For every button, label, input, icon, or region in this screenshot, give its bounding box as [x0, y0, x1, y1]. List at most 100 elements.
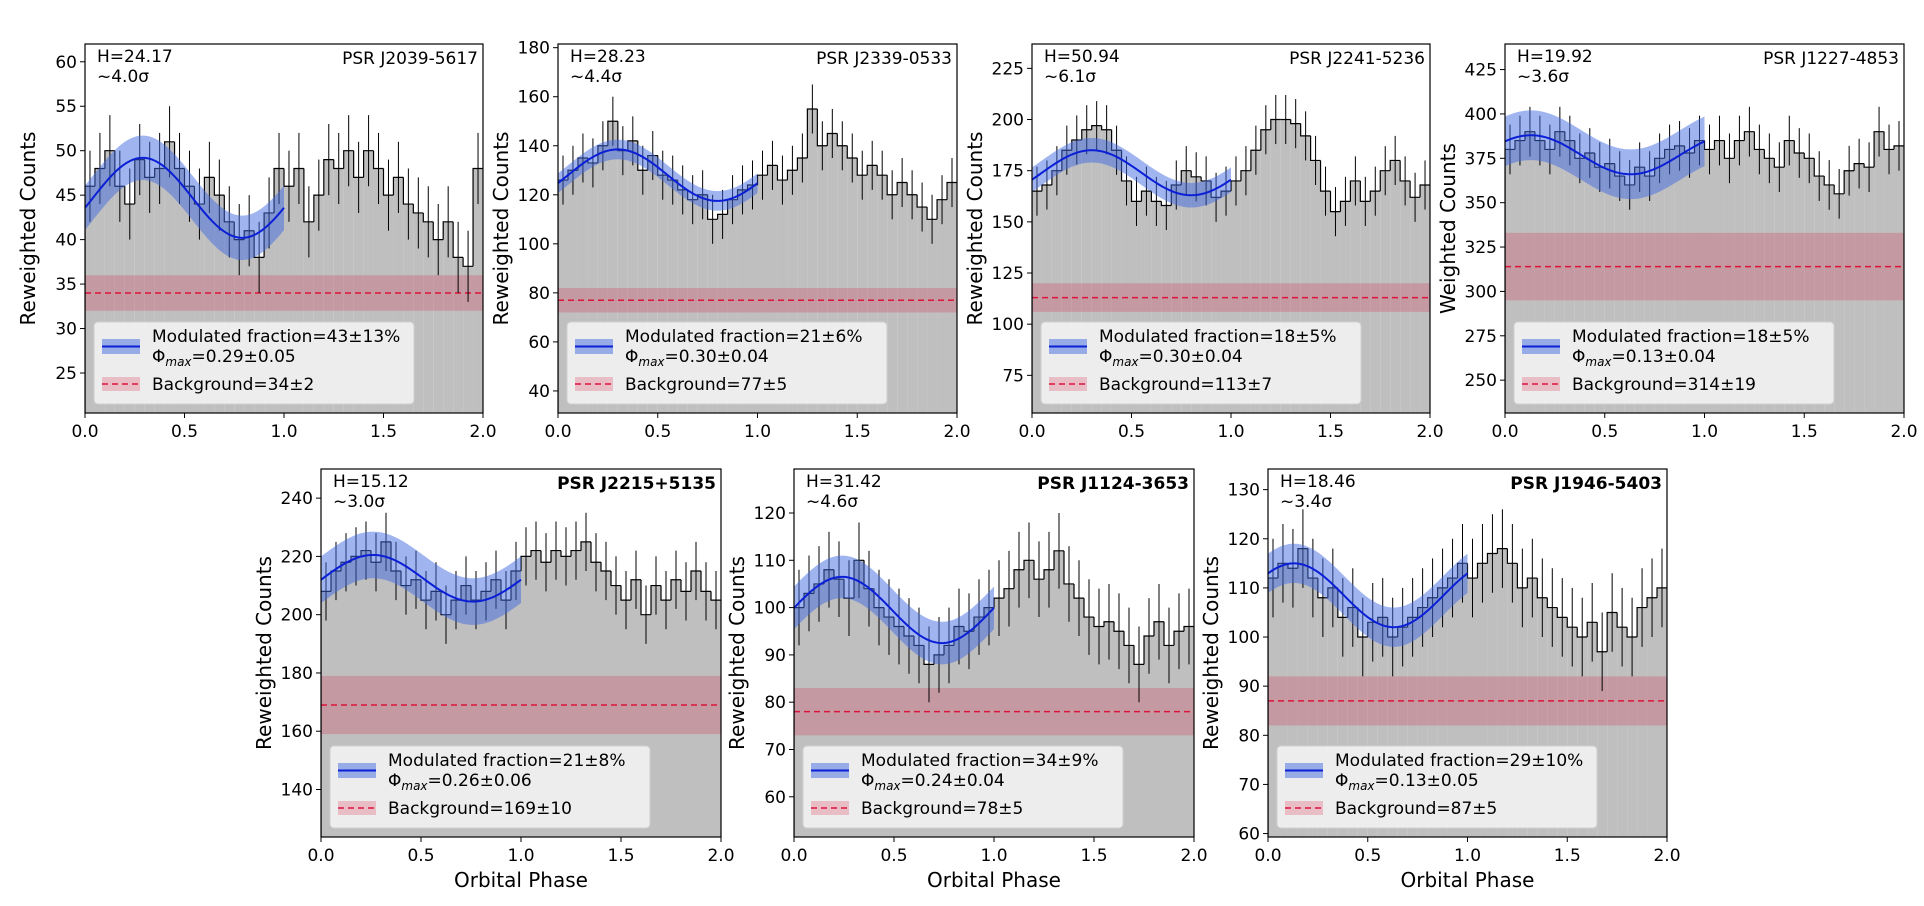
histogram-bar — [904, 635, 914, 837]
histogram-step — [1813, 158, 1825, 177]
histogram-bar — [1081, 129, 1092, 413]
y-tick-label: 225 — [992, 59, 1024, 79]
y-tick-label: 60 — [764, 788, 786, 808]
histogram-step — [1823, 176, 1835, 186]
legend-background: Background=113±7 — [1099, 375, 1272, 395]
histogram-step — [1656, 587, 1667, 598]
histogram-bar — [541, 562, 551, 837]
histogram-step — [607, 120, 618, 146]
histogram-bar — [621, 600, 631, 837]
x-tick-label: 2.0 — [1653, 846, 1680, 866]
histogram-bar — [601, 570, 611, 837]
histogram-bar — [1714, 140, 1725, 413]
x-tick-label: 1.0 — [1691, 422, 1718, 442]
histogram-bar — [827, 133, 838, 413]
histogram-bar — [1144, 635, 1154, 837]
histogram-bar — [637, 170, 648, 413]
histogram-bar — [661, 600, 671, 837]
histogram-bar — [627, 140, 638, 413]
histogram-step — [680, 579, 691, 592]
histogram-step — [124, 186, 135, 205]
y-tick-label: 175 — [992, 162, 1024, 182]
histogram-bar — [1744, 131, 1755, 413]
plot-area — [558, 84, 957, 413]
histogram-bar — [411, 579, 421, 837]
y-tick-label: 110 — [1228, 579, 1260, 599]
histogram-step — [1150, 191, 1162, 202]
histogram-bar — [481, 591, 491, 837]
histogram-bar — [491, 579, 501, 837]
histogram-bar — [777, 180, 788, 413]
x-tick-label: 0.0 — [1491, 422, 1518, 442]
histogram-step — [530, 549, 541, 557]
histogram-step — [916, 194, 928, 208]
y-tick-label: 35 — [55, 275, 77, 295]
histogram-bar — [1161, 205, 1172, 413]
y-tick-label: 30 — [55, 320, 77, 340]
histogram-bar — [1644, 176, 1655, 413]
fit-band — [1032, 137, 1231, 208]
histogram-bar — [954, 626, 964, 837]
histogram-bar — [1664, 149, 1675, 413]
histogram-bar — [154, 168, 165, 413]
histogram-bar — [1397, 627, 1408, 837]
histogram-bar — [1320, 191, 1331, 413]
histogram-step — [1319, 160, 1331, 192]
histogram-bar — [381, 541, 391, 837]
histogram-step — [1133, 645, 1144, 665]
y-tick-label: 120 — [754, 504, 786, 524]
h-statistic: H=28.23 — [570, 47, 646, 67]
legend-phase: Φmax=0.13±0.04 — [1572, 347, 1716, 369]
histogram-step — [382, 168, 394, 196]
histogram-bar — [597, 145, 608, 413]
histogram-bar — [611, 585, 621, 837]
histogram-bar — [1240, 170, 1251, 413]
histogram-bar — [1617, 627, 1628, 837]
histogram-bar — [1410, 197, 1421, 413]
y-tick-label: 40 — [528, 382, 550, 402]
histogram-bar — [124, 204, 135, 413]
histogram-bar — [687, 199, 698, 413]
histogram-bar — [914, 645, 924, 837]
histogram-bar — [134, 159, 145, 413]
histogram-bar — [284, 186, 294, 413]
histogram-bar — [727, 199, 738, 413]
histogram-bar — [463, 266, 474, 413]
histogram-bar — [558, 180, 568, 413]
histogram-step — [462, 257, 474, 267]
x-axis-label: Orbital Phase — [1401, 868, 1535, 892]
histogram-step — [1103, 621, 1114, 627]
histogram-bar — [607, 121, 618, 413]
histogram-step — [690, 570, 701, 592]
histogram-bar — [353, 177, 364, 413]
histogram-bar — [894, 626, 904, 837]
histogram-bar — [1270, 119, 1281, 413]
histogram-bar — [884, 617, 894, 837]
y-tick-label: 60 — [55, 53, 77, 73]
histogram-step — [213, 177, 225, 196]
histogram-step — [1113, 621, 1124, 632]
legend-phase: Φmax=0.30±0.04 — [1099, 347, 1243, 369]
phase-symbol: Φ — [1572, 347, 1585, 367]
histogram-bar — [391, 570, 401, 837]
background-band — [85, 275, 483, 311]
histogram-bar — [383, 195, 394, 413]
x-tick-label: 0.5 — [1118, 422, 1145, 442]
legend-bg-swatch — [102, 377, 140, 391]
x-tick-label: 2.0 — [469, 422, 496, 442]
y-tick-label: 100 — [754, 599, 786, 619]
histogram-bar — [85, 186, 95, 413]
phase-symbol: Φ — [1099, 347, 1112, 367]
histogram-bar — [631, 579, 641, 837]
histogram-bar — [1184, 626, 1194, 837]
histogram-step — [946, 181, 957, 200]
histogram-bar — [1607, 612, 1618, 837]
histogram-step — [1763, 149, 1775, 159]
legend-phase: Φmax=0.24±0.04 — [861, 771, 1005, 793]
x-tick-label: 2.0 — [1180, 846, 1207, 866]
y-tick-label: 25 — [55, 364, 77, 384]
histogram-step — [1033, 560, 1044, 580]
histogram-step — [452, 221, 464, 258]
panel-title: PSR J1124-3653 — [1037, 474, 1189, 494]
